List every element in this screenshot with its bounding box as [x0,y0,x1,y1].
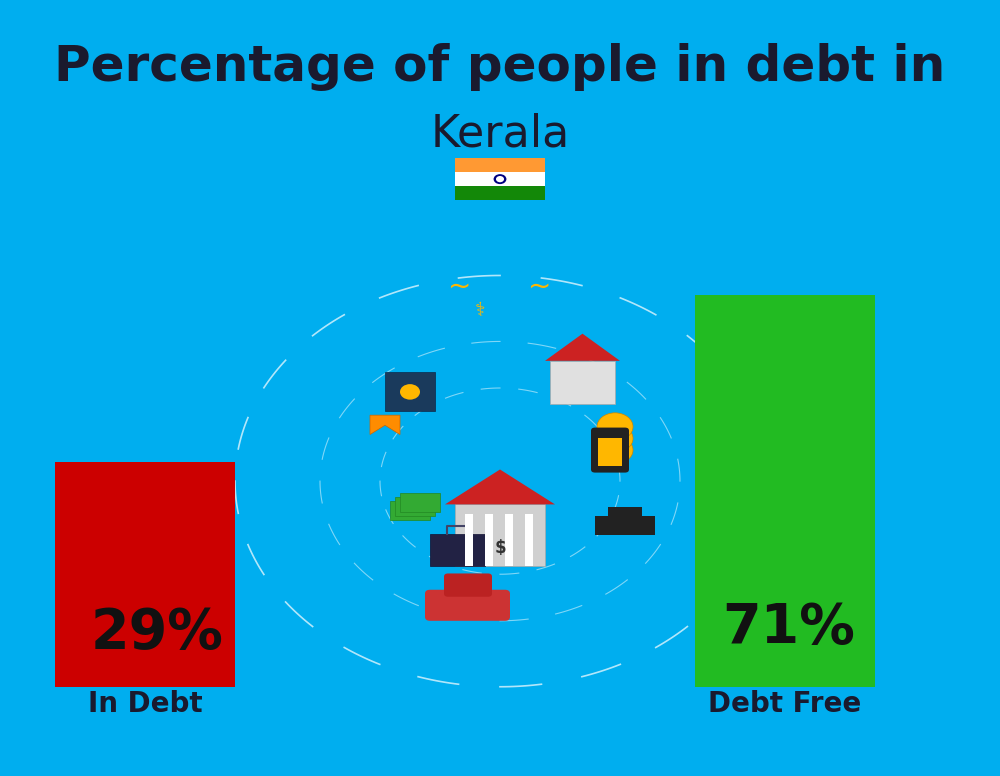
FancyBboxPatch shape [425,590,510,621]
Bar [505,514,513,566]
Bar [455,504,545,566]
Text: Percentage of people in debt in: Percentage of people in debt in [54,43,946,91]
Circle shape [597,436,633,464]
Bar [55,462,235,687]
Bar [395,497,435,516]
FancyBboxPatch shape [591,428,629,473]
Bar [598,438,622,466]
Bar [608,507,642,516]
Polygon shape [545,334,620,361]
Bar [465,514,473,566]
FancyBboxPatch shape [444,573,492,597]
Text: Debt Free: Debt Free [708,690,862,718]
Circle shape [597,424,633,452]
Circle shape [494,174,506,184]
Text: ~: ~ [448,273,472,301]
Text: 71%: 71% [722,601,855,656]
Bar [400,493,440,512]
Text: ⚕: ⚕ [475,301,485,320]
Bar [385,372,435,411]
Text: In Debt: In Debt [88,690,202,718]
Bar [390,501,430,520]
Text: $: $ [494,539,506,557]
Bar [455,172,545,186]
Bar [455,186,545,200]
Polygon shape [445,469,555,504]
Bar [595,516,655,535]
Bar [430,534,485,566]
Text: 29%: 29% [91,606,224,660]
Text: Kerala: Kerala [430,113,570,155]
Polygon shape [370,415,400,435]
Bar [525,514,533,566]
Circle shape [400,384,420,400]
Text: ~: ~ [528,273,552,301]
Bar [695,295,875,687]
Bar [550,361,615,404]
Circle shape [496,176,504,182]
Bar [485,514,493,566]
Bar [455,158,545,172]
Circle shape [597,413,633,441]
